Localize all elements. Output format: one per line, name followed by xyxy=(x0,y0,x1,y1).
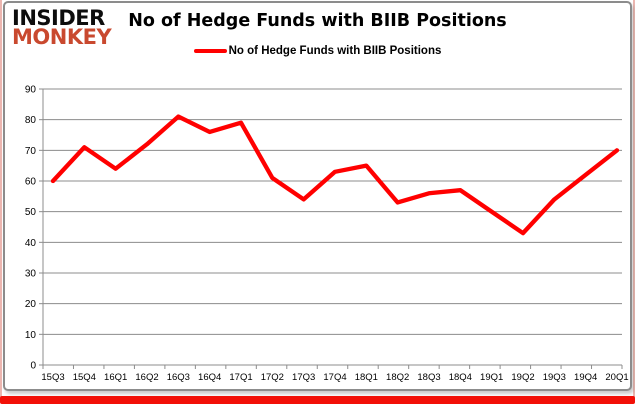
svg-text:20: 20 xyxy=(25,299,37,310)
right-red-border xyxy=(633,0,635,397)
svg-text:40: 40 xyxy=(25,238,37,249)
svg-text:17Q1: 17Q1 xyxy=(229,372,252,383)
svg-text:16Q2: 16Q2 xyxy=(135,372,158,383)
svg-text:80: 80 xyxy=(25,115,37,126)
svg-text:16Q4: 16Q4 xyxy=(198,372,221,383)
chart-title: No of Hedge Funds with BIIB Positions xyxy=(128,11,507,31)
bottom-red-bar xyxy=(0,396,635,404)
legend-line-swatch xyxy=(193,48,227,54)
svg-text:60: 60 xyxy=(25,177,37,188)
svg-text:70: 70 xyxy=(25,146,37,157)
svg-text:10: 10 xyxy=(25,330,37,341)
insider-monkey-logo: INSIDER MONKEY xyxy=(12,6,112,50)
svg-text:18Q2: 18Q2 xyxy=(386,372,409,383)
svg-text:18Q3: 18Q3 xyxy=(417,372,440,383)
chart-panel: INSIDER MONKEY No of Hedge Funds with BI… xyxy=(3,1,632,391)
chart-header: No of Hedge Funds with BIIB Positions No… xyxy=(5,11,630,57)
svg-text:20Q1: 20Q1 xyxy=(605,372,628,383)
svg-text:90: 90 xyxy=(25,85,37,96)
svg-text:19Q1: 19Q1 xyxy=(480,372,503,383)
line-chart: 0 10 20 30 40 50 60 70 80 90 15Q3 15Q4 16Q1 16Q2 16Q3 1… xyxy=(25,85,629,384)
svg-text:17Q3: 17Q3 xyxy=(292,372,315,383)
svg-text:50: 50 xyxy=(25,207,37,218)
legend-label: No of Hedge Funds with BIIB Positions xyxy=(228,45,442,57)
svg-text:19Q3: 19Q3 xyxy=(543,372,566,383)
logo-text-insider: INSIDER xyxy=(12,6,105,30)
svg-text:0: 0 xyxy=(30,361,36,372)
svg-text:19Q2: 19Q2 xyxy=(511,372,534,383)
svg-text:18Q1: 18Q1 xyxy=(355,372,378,383)
svg-text:18Q4: 18Q4 xyxy=(449,372,472,383)
logo-text-monkey: MONKEY xyxy=(12,25,112,50)
svg-text:30: 30 xyxy=(25,269,37,280)
svg-text:17Q2: 17Q2 xyxy=(261,372,284,383)
legend: No of Hedge Funds with BIIB Positions xyxy=(5,45,630,57)
svg-text:15Q4: 15Q4 xyxy=(73,372,96,383)
svg-text:17Q4: 17Q4 xyxy=(323,372,346,383)
left-red-border xyxy=(0,0,2,397)
svg-text:16Q3: 16Q3 xyxy=(167,372,190,383)
svg-text:19Q4: 19Q4 xyxy=(574,372,597,383)
svg-text:16Q1: 16Q1 xyxy=(104,372,127,383)
svg-text:15Q3: 15Q3 xyxy=(41,372,64,383)
